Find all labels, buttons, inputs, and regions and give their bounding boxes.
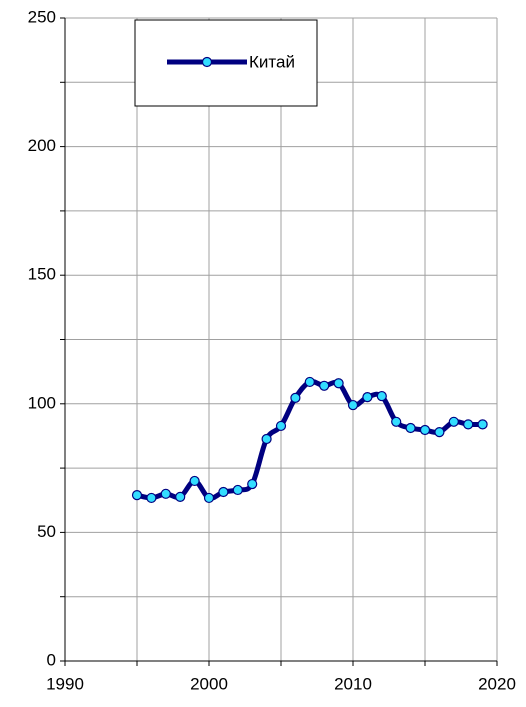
y-tick-label: 200 [28, 136, 56, 155]
y-tick-label: 0 [47, 650, 56, 669]
legend-marker [201, 56, 213, 68]
point [247, 478, 258, 490]
point [304, 376, 315, 388]
y-tick-label: 50 [37, 522, 56, 541]
point [477, 419, 488, 430]
point [261, 433, 272, 445]
point [362, 392, 373, 403]
point [347, 399, 359, 411]
y-tick-label: 100 [28, 393, 56, 412]
series-line [136, 379, 483, 501]
point [160, 488, 171, 499]
point [434, 426, 445, 438]
point [189, 475, 200, 487]
point [463, 419, 474, 430]
point [203, 492, 215, 504]
point [218, 486, 229, 498]
x-tick-label: 2000 [190, 674, 228, 693]
legend-label: Китай [249, 52, 295, 71]
point [131, 490, 143, 501]
point [275, 420, 287, 432]
point [419, 424, 431, 436]
y-tick-label: 150 [28, 265, 56, 284]
point [146, 492, 157, 504]
point [290, 392, 301, 403]
point [391, 416, 402, 427]
point [376, 390, 387, 402]
x-tick-label: 2010 [334, 674, 372, 693]
point [448, 416, 459, 427]
point [319, 380, 330, 391]
y-tick-label: 250 [28, 7, 56, 26]
point [405, 422, 416, 434]
x-tick-label: 1990 [46, 674, 84, 693]
point [333, 378, 344, 389]
x-tick-label: 2020 [478, 674, 516, 693]
point [175, 491, 186, 503]
point [232, 484, 243, 496]
